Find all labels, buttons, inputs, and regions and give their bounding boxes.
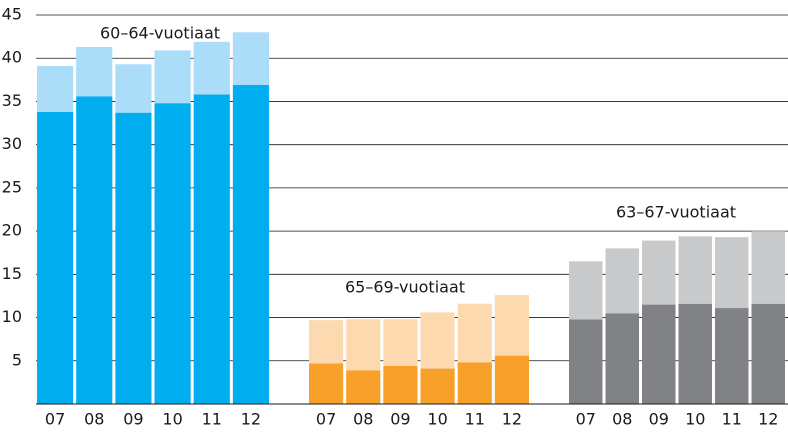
bar-segment: [605, 248, 639, 314]
bar-segment: [193, 41, 230, 95]
bar-segment: [420, 368, 455, 404]
y-tick-label: 10: [2, 307, 22, 326]
y-tick-label: 20: [2, 221, 22, 240]
bar-segment: [751, 231, 785, 304]
x-tick-label: 11: [202, 410, 222, 429]
x-tick-label: 11: [465, 410, 485, 429]
bar-segment: [457, 303, 492, 363]
y-tick-label: 35: [2, 91, 22, 110]
x-tick-label: 07: [576, 410, 596, 429]
bar-segment: [642, 240, 676, 305]
bar-segment: [346, 370, 381, 404]
bar-segment: [309, 320, 344, 364]
bar-segment: [383, 365, 418, 404]
bar-segment: [715, 237, 749, 309]
y-tick-label: 25: [2, 177, 22, 196]
bar-segment: [569, 319, 603, 404]
bar-segment: [642, 304, 676, 404]
x-tick-label: 10: [162, 410, 182, 429]
bar-segment: [678, 303, 712, 404]
x-tick-label: 08: [612, 410, 632, 429]
x-tick-label: 12: [241, 410, 261, 429]
x-tick-label: 12: [758, 410, 778, 429]
x-tick-label: 10: [427, 410, 447, 429]
bar-segment: [715, 308, 749, 404]
bar-segment: [494, 355, 529, 404]
group-label: 65–69-vuotiaat: [345, 278, 465, 297]
bar-segment: [494, 295, 529, 356]
bar-segment: [154, 50, 191, 104]
bar-segment: [232, 32, 269, 86]
x-tick-label: 07: [316, 410, 336, 429]
bar-segment: [309, 363, 344, 404]
x-tick-label: 09: [390, 410, 410, 429]
bar-segment: [457, 362, 492, 404]
bar-segment: [605, 313, 639, 404]
y-tick-label: 45: [2, 5, 22, 24]
bar-segment: [115, 112, 152, 404]
group-label: 63–67-vuotiaat: [616, 203, 736, 222]
x-tick-label: 07: [45, 410, 65, 429]
bar-segment: [154, 103, 191, 404]
x-tick-label: 12: [502, 410, 522, 429]
bar-segment: [76, 96, 113, 404]
y-tick-label: 30: [2, 134, 22, 153]
bar-segment: [751, 303, 785, 404]
bar-segment: [37, 66, 74, 112]
bar-segment: [37, 111, 74, 404]
x-tick-label: 08: [353, 410, 373, 429]
bar-segment: [76, 46, 113, 97]
bar-segment: [346, 319, 381, 371]
group-label: 60–64-vuotiaat: [100, 24, 220, 43]
x-tick-label: 10: [685, 410, 705, 429]
x-tick-label: 11: [722, 410, 742, 429]
y-tick-label: 15: [2, 264, 22, 283]
bar-segment: [678, 236, 712, 304]
bar-segment: [569, 261, 603, 320]
x-tick-label: 08: [84, 410, 104, 429]
bar-segment: [193, 94, 230, 404]
x-tick-label: 09: [649, 410, 669, 429]
y-tick-label: 5: [12, 350, 22, 369]
y-tick-label: 40: [2, 48, 22, 67]
bar-segment: [383, 319, 418, 366]
x-tick-label: 09: [123, 410, 143, 429]
bar-segment: [232, 85, 269, 405]
bar-segment: [115, 64, 152, 113]
bar-segment: [420, 312, 455, 369]
